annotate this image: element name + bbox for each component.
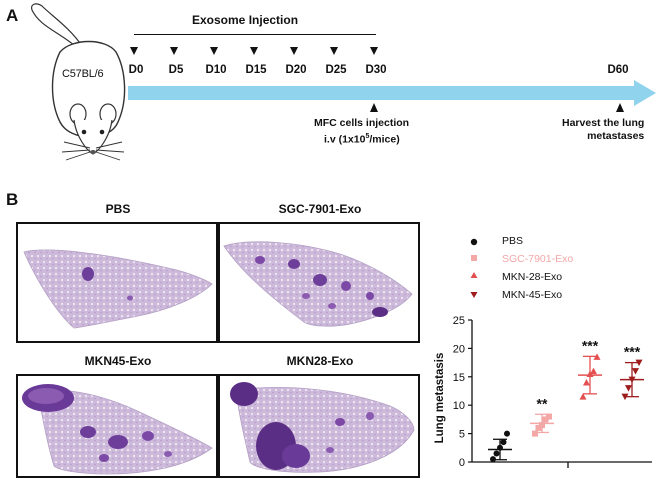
legend-label-pbs: PBS [502,235,524,247]
legend-label-mkn45: MKN-45-Exo [502,289,563,301]
day-label: D20 [285,64,307,76]
mfc-injection-marker [370,103,378,112]
data-point-sgc-7901-exo [546,413,552,420]
y-tick-label: 5 [459,429,465,441]
mfc-injection-note: MFC cells injection i.v (1x105/mice) [314,117,409,147]
y-tick-label: 15 [453,372,465,384]
data-point-sgc-7901-exo [535,424,542,431]
lung-image-sgc7901 [218,222,420,343]
data-point-mkn-45-exo [628,376,636,384]
image-title-mkn45: MKN45-Exo [84,354,152,368]
day-label: D5 [168,64,184,76]
data-point-mkn-45-exo [625,385,632,392]
data-point-pbs [504,430,510,437]
data-point-mkn-28-exo [586,370,594,377]
harvest-note: Harvest the lung metastases [562,117,644,143]
y-tick-label: 10 [453,400,465,412]
data-point-mkn-28-exo [579,393,587,400]
timeline-arrow [128,80,656,106]
panel-b-label: B [6,190,19,209]
data-point-mkn-28-exo [590,367,597,375]
legend-marker-pbs [470,238,478,246]
day-marker [210,47,218,55]
lung-image-mkn45 [16,374,218,478]
data-point-sgc-7901-exo [539,422,545,429]
data-point-pbs [490,456,496,463]
data-point-pbs [500,439,507,446]
day-marker [170,47,178,55]
y-tick-label: 0 [459,457,465,469]
chart-legend [470,238,478,298]
day-marker [290,47,298,55]
lung-image-pbs [16,222,218,343]
significance-sgc-7901-exo: ** [537,395,548,411]
significance-mkn-28-exo: *** [582,337,599,353]
y-axis-label: Lung metastasis [434,352,446,444]
harvest-line1: Harvest the lung [562,117,645,129]
image-title-pbs: PBS [105,202,131,216]
mfc-note-line1: MFC cells injection [314,117,410,129]
legend-marker-mkn45 [470,292,478,298]
day-label: D25 [325,64,347,76]
day-marker [130,47,138,55]
day-label: D10 [205,64,227,76]
day-marker [370,47,378,55]
image-title-sgc7901: SGC-7901-Exo [278,202,362,216]
image-title-mkn28: MKN28-Exo [286,354,354,368]
data-point-pbs [493,450,500,457]
data-point-mkn-45-exo [635,359,643,367]
y-tick-label: 25 [453,315,465,327]
legend-label-sgc7901: SGC-7901-Exo [502,253,574,265]
day-label: D30 [365,64,387,76]
day-label: D60 [607,64,629,76]
data-point-pbs [497,444,503,451]
significance-mkn-45-exo: *** [624,344,641,360]
harvest-line2: metastases [587,130,645,142]
injection-title: Exosome Injection [192,13,299,27]
mouse-strain-label: C57BL/6 [62,68,104,80]
data-point-mkn-45-exo [632,368,639,375]
legend-marker-mkn28 [470,272,478,278]
mouse-illustration [31,3,126,161]
injection-bracket-line [134,34,376,36]
lung-image-mkn28 [218,374,420,478]
data-point-mkn-45-exo [621,393,629,401]
mfc-note-line2: i.v (1x105/mice) [324,133,400,146]
data-point-sgc-7901-exo [532,430,538,437]
day-label: D15 [245,64,267,76]
day-marker [250,47,258,55]
day-marker [330,47,338,55]
y-tick-label: 20 [453,343,465,355]
legend-label-mkn28: MKN-28-Exo [502,271,563,283]
day-label: D0 [128,64,144,76]
data-point-mkn-28-exo [583,378,590,386]
legend-marker-sgc7901 [471,255,477,261]
data-point-mkn-28-exo [593,353,601,360]
harvest-marker [616,103,624,112]
data-point-sgc-7901-exo [542,416,549,423]
panel-a-label: A [6,6,19,25]
